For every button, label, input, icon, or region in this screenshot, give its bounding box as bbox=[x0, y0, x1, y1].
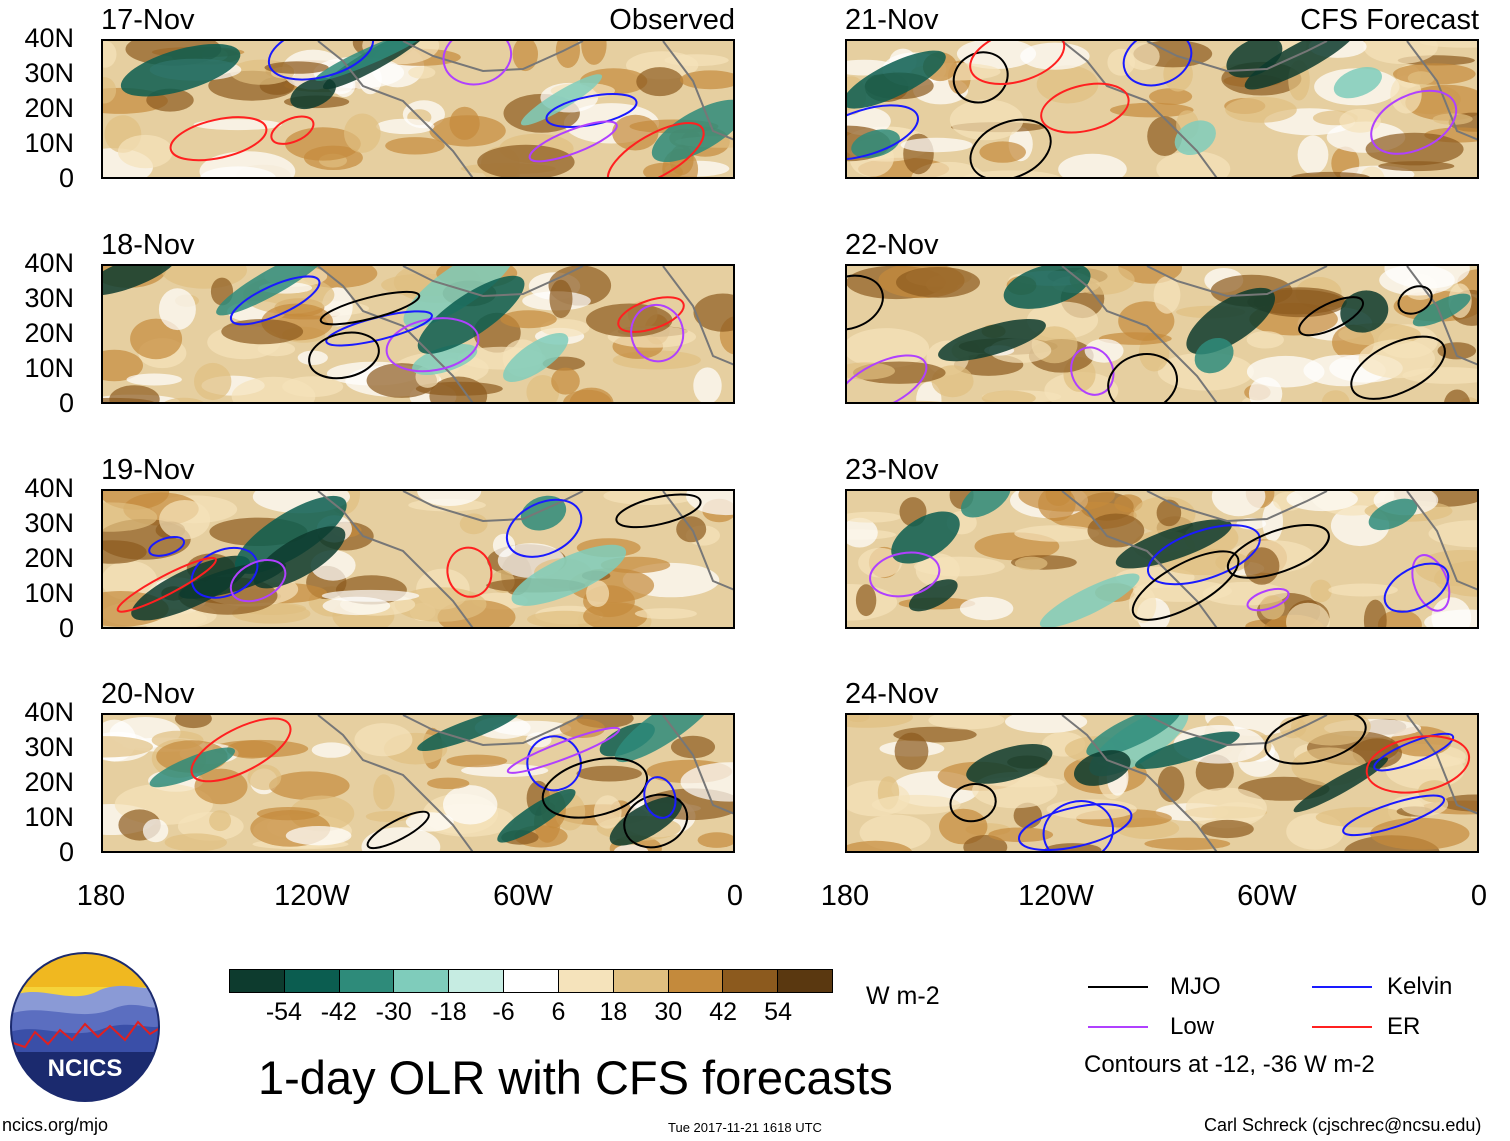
colorbar-tick-label: 54 bbox=[764, 998, 792, 1026]
colorbar-units: W m-2 bbox=[866, 982, 940, 1010]
lat-tick-label: 30N bbox=[24, 283, 74, 313]
panel-date-label: 20-Nov bbox=[101, 678, 195, 710]
colorbar-tick-label: -42 bbox=[320, 998, 357, 1026]
olr-map-panel bbox=[101, 489, 735, 629]
legend-low-label: Low bbox=[1170, 1013, 1215, 1040]
colorbar-swatch bbox=[339, 970, 395, 992]
colorbar-swatch bbox=[504, 970, 559, 992]
olr-map-panel bbox=[845, 489, 1479, 629]
colorbar-tick-label: -54 bbox=[265, 998, 302, 1026]
panel-source-label: Observed bbox=[609, 4, 735, 36]
colorbar-tick-label: 42 bbox=[709, 998, 738, 1026]
footer-url[interactable]: ncics.org/mjo bbox=[2, 1115, 109, 1135]
colorbar-tick-label: 6 bbox=[551, 998, 566, 1026]
olr-map-panel bbox=[101, 264, 735, 404]
lat-tick-label: 40N bbox=[24, 248, 74, 278]
colorbar-swatch bbox=[613, 970, 669, 992]
panel-date-label: 24-Nov bbox=[845, 678, 939, 710]
lon-tick-label: 120W bbox=[274, 880, 350, 912]
legend-kelvin-label: Kelvin bbox=[1387, 973, 1453, 1000]
footer-timestamp: Tue 2017-11-21 1618 UTC bbox=[668, 1120, 822, 1135]
lon-tick-label: 180 bbox=[76, 880, 126, 912]
lat-tick-label: 40N bbox=[24, 23, 74, 53]
colorbar-swatch bbox=[778, 970, 832, 992]
lon-tick-label: 120W bbox=[1018, 880, 1094, 912]
lat-tick-label: 20N bbox=[24, 767, 74, 797]
colorbar-tick-label: -6 bbox=[492, 998, 515, 1026]
lat-tick-label: 10N bbox=[24, 578, 74, 608]
lat-tick-label: 30N bbox=[24, 508, 74, 538]
legend-mjo-label: MJO bbox=[1170, 973, 1221, 1000]
olr-map-panel bbox=[845, 39, 1479, 179]
panel-date-label: 21-Nov bbox=[845, 4, 939, 36]
colorbar-swatch bbox=[449, 970, 505, 992]
lon-tick-label: 180 bbox=[820, 880, 870, 912]
ncics-logo: NCICS bbox=[10, 952, 160, 1102]
lon-tick-label: 0 bbox=[1470, 880, 1488, 912]
colorbar-swatch bbox=[230, 970, 285, 992]
colorbar-tick-label: -30 bbox=[375, 998, 412, 1026]
lon-tick-label: 0 bbox=[726, 880, 744, 912]
lat-tick-label: 10N bbox=[24, 353, 74, 383]
lat-tick-label: 10N bbox=[24, 802, 74, 832]
legend-kelvin-line bbox=[1312, 986, 1372, 988]
lon-tick-label: 60W bbox=[493, 880, 553, 912]
panel-date-label: 17-Nov bbox=[101, 4, 195, 36]
logo-text: NCICS bbox=[47, 1055, 123, 1082]
figure-title: 1-day OLR with CFS forecasts bbox=[258, 1051, 893, 1104]
footer-credit: Carl Schreck (cjschrec@ncsu.edu) bbox=[1204, 1115, 1482, 1135]
lat-tick-label: 0 bbox=[58, 388, 74, 418]
panel-date-label: 23-Nov bbox=[845, 454, 939, 486]
lat-tick-label: 20N bbox=[24, 93, 74, 123]
legend-mjo-line bbox=[1088, 986, 1148, 988]
lat-tick-label: 10N bbox=[24, 128, 74, 158]
olr-map-panel bbox=[101, 713, 735, 853]
olr-map-panel bbox=[101, 39, 735, 179]
legend-er-label: ER bbox=[1387, 1013, 1421, 1040]
colorbar-swatch bbox=[394, 970, 450, 992]
lat-tick-label: 20N bbox=[24, 318, 74, 348]
lat-tick-label: 0 bbox=[58, 613, 74, 643]
olr-map-panel bbox=[845, 713, 1479, 853]
lat-tick-label: 20N bbox=[24, 543, 74, 573]
lat-tick-label: 30N bbox=[24, 58, 74, 88]
legend-note: Contours at -12, -36 W m-2 bbox=[1084, 1051, 1375, 1078]
colorbar-tick-label: 30 bbox=[654, 998, 683, 1026]
lat-tick-label: 40N bbox=[24, 697, 74, 727]
legend-er-line bbox=[1312, 1026, 1372, 1028]
lat-tick-label: 0 bbox=[58, 163, 74, 193]
panel-date-label: 22-Nov bbox=[845, 229, 939, 261]
colorbar-swatch bbox=[558, 970, 614, 992]
colorbar-swatch bbox=[723, 970, 779, 992]
olr-map-panel bbox=[845, 264, 1479, 404]
colorbar-tick-label: 18 bbox=[599, 998, 628, 1026]
lat-tick-label: 40N bbox=[24, 473, 74, 503]
panel-source-label: CFS Forecast bbox=[1300, 4, 1479, 36]
lat-tick-label: 0 bbox=[58, 837, 74, 867]
colorbar-tick-label: -18 bbox=[430, 998, 467, 1026]
legend-low-line bbox=[1088, 1026, 1148, 1028]
panel-date-label: 19-Nov bbox=[101, 454, 195, 486]
lat-tick-label: 30N bbox=[24, 732, 74, 762]
colorbar bbox=[229, 969, 833, 993]
colorbar-swatch bbox=[284, 970, 340, 992]
lon-tick-label: 60W bbox=[1237, 880, 1297, 912]
panel-date-label: 18-Nov bbox=[101, 229, 195, 261]
colorbar-swatch bbox=[668, 970, 724, 992]
